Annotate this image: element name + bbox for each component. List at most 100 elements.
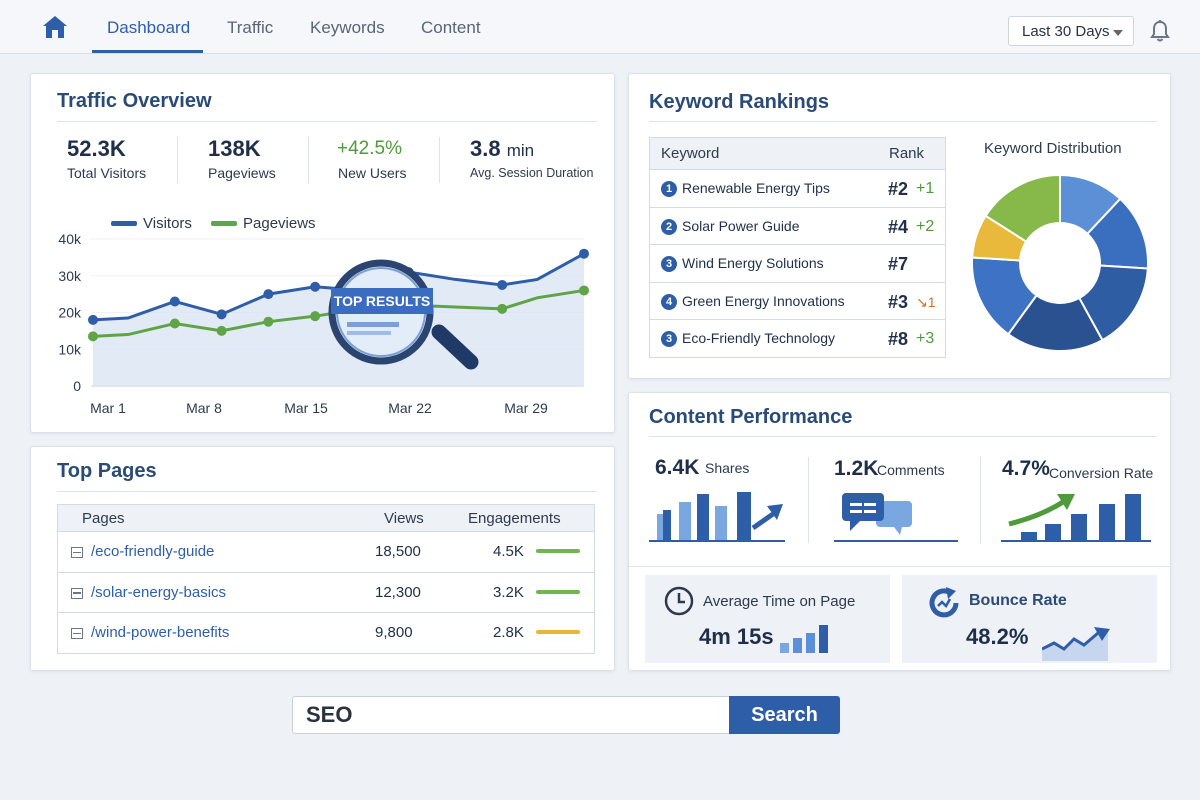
active-tab-indicator	[92, 50, 203, 53]
keyword-text: Wind Energy Solutions	[682, 255, 824, 272]
search-input[interactable]	[292, 696, 732, 734]
visitors-point	[310, 281, 321, 292]
new-users-value: +42.5%	[337, 138, 402, 159]
bell-icon[interactable]	[1150, 20, 1170, 42]
top-pages-card: Top Pages Pages Views Engagements /eco-f…	[30, 446, 615, 671]
tab-keywords[interactable]: Keywords	[310, 18, 385, 37]
keyword-rank: #4	[888, 216, 909, 237]
keyword-row[interactable]: 1 Renewable Energy Tips #2 +1	[649, 170, 946, 208]
keyword-text: Renewable Energy Tips	[682, 180, 830, 196]
rank-change-down: ↘1	[916, 293, 936, 310]
page-engagements: 2.8K	[493, 624, 524, 641]
traffic-line-chart: 0 10k 20k 30k 40k Mar 1 Mar 8 Mar 15 Mar 22 Mar 2…	[58, 215, 589, 416]
session-duration-unit: min	[506, 141, 535, 160]
col-keyword: Keyword	[661, 145, 720, 162]
engagement-bar	[536, 589, 580, 594]
shares-label: Shares	[705, 460, 750, 476]
visitors-point	[216, 309, 227, 320]
page-engagements: 4.5K	[493, 543, 524, 560]
keyword-index-badge: 3	[661, 331, 677, 348]
tab-content[interactable]: Content	[421, 18, 481, 37]
rank-change-up: +3	[916, 330, 935, 348]
divider	[649, 436, 1157, 437]
conversion-bar-icon	[1001, 494, 1151, 542]
x-tick-label: Mar 22	[388, 400, 432, 416]
new-users-label: New Users	[338, 165, 407, 181]
magnifier-text: TOP RESULTS	[334, 293, 430, 309]
page-collapse-icon[interactable]	[71, 628, 83, 639]
y-tick-label: 40k	[58, 231, 82, 247]
pageviews-point	[497, 303, 508, 314]
visitors-point	[263, 289, 274, 300]
pageviews-point	[263, 316, 274, 327]
perf-separator	[808, 457, 809, 543]
page-path-link[interactable]: /wind-power-benefits	[91, 624, 230, 641]
keyword-rank: #3	[888, 291, 909, 312]
keyword-index-badge: 3	[661, 256, 677, 273]
avg-time-bars-icon	[780, 625, 828, 653]
home-icon[interactable]	[42, 15, 68, 39]
x-tick-label: Mar 8	[186, 400, 222, 416]
keyword-row[interactable]: 3 Wind Energy Solutions #7	[649, 245, 946, 283]
content-performance-card: Content Performance 6.4K Shares 1.2K Com…	[628, 392, 1171, 671]
x-tick-label: Mar 1	[90, 400, 126, 416]
legend-swatch	[211, 221, 237, 226]
legend-swatch	[111, 221, 137, 226]
keyword-rank: #7	[888, 254, 909, 275]
tab-dashboard[interactable]: Dashboard	[107, 18, 191, 37]
keyword-index-badge: 1	[661, 181, 677, 197]
tab-traffic[interactable]: Traffic	[227, 18, 274, 37]
keyword-row[interactable]: 2 Solar Power Guide #4 +2	[649, 207, 946, 246]
pageviews-point	[88, 331, 98, 342]
bounce-rate-title: Bounce Rate	[969, 592, 1067, 609]
total-visitors-value: 52.3K	[67, 136, 126, 161]
col-rank: Rank	[889, 145, 925, 162]
keyword-text: Green Energy Innovations	[682, 292, 845, 309]
divider	[629, 566, 1170, 567]
page-engagements: 3.2K	[493, 583, 524, 601]
keyword-rankings-card: Keyword Rankings Keyword Rank 1 Renewable…	[628, 73, 1171, 379]
keyword-rank: #8	[888, 329, 909, 350]
shares-value: 6.4K	[655, 456, 700, 479]
keyword-row[interactable]: 3 Eco-Friendly Technology #8 +3	[649, 320, 946, 358]
col-views: Views	[384, 510, 424, 527]
visitors-point	[497, 279, 508, 290]
page-path-link[interactable]: /eco-friendly-guide	[91, 543, 215, 560]
top-pages-row[interactable]: /wind-power-benefits 9,800 2.8K	[57, 613, 595, 654]
comments-label: Comments	[877, 462, 945, 478]
page-collapse-icon[interactable]	[71, 547, 83, 558]
top-pages-table-header: Pages Views Engagements	[57, 504, 595, 532]
rank-change-up: +1	[916, 180, 935, 197]
top-pages-row[interactable]: /eco-friendly-guide 18,500 4.5K	[57, 532, 595, 573]
donut-slice	[984, 173, 1061, 243]
divider	[649, 121, 1157, 122]
page-views: 18,500	[375, 543, 421, 560]
search-button[interactable]: Search	[729, 696, 840, 734]
page-path-link[interactable]: /solar-energy-basics	[91, 583, 227, 601]
top-pages-row[interactable]: /solar-energy-basics 12,300 3.2K	[57, 572, 595, 613]
x-tick-label: Mar 29	[504, 400, 548, 416]
visitors-point	[88, 314, 98, 325]
avg-time-title: Average Time on Page	[703, 593, 856, 610]
total-visitors-label: Total Visitors	[67, 165, 147, 181]
content-performance-title: Content Performance	[649, 406, 853, 428]
conversion-label: Conversion Rate	[1049, 465, 1154, 481]
top-nav: Dashboard Traffic Keywords Content Last …	[0, 0, 1200, 54]
pageviews-point	[310, 311, 321, 322]
keyword-row[interactable]: 4 Green Energy Innovations #3 ↘1	[649, 282, 946, 321]
divider	[57, 121, 597, 122]
bounce-rate-value: 48.2%	[966, 624, 1029, 649]
keyword-text: Solar Power Guide	[682, 217, 800, 234]
date-range-select[interactable]: Last 30 Days	[1008, 16, 1134, 46]
stat-separator	[308, 137, 309, 183]
magnifier-icon: TOP RESULTS	[328, 259, 479, 370]
page-views: 12,300	[375, 583, 421, 601]
divider	[57, 491, 597, 492]
session-duration-number: 3.8	[470, 136, 501, 161]
rank-change-up: +2	[916, 217, 935, 235]
keyword-distribution-title: Keyword Distribution	[984, 140, 1122, 157]
session-duration-label: Avg. Session Duration	[470, 166, 594, 180]
top-pages-title: Top Pages	[57, 460, 157, 482]
page-collapse-icon[interactable]	[71, 587, 83, 599]
col-pages: Pages	[82, 510, 125, 527]
